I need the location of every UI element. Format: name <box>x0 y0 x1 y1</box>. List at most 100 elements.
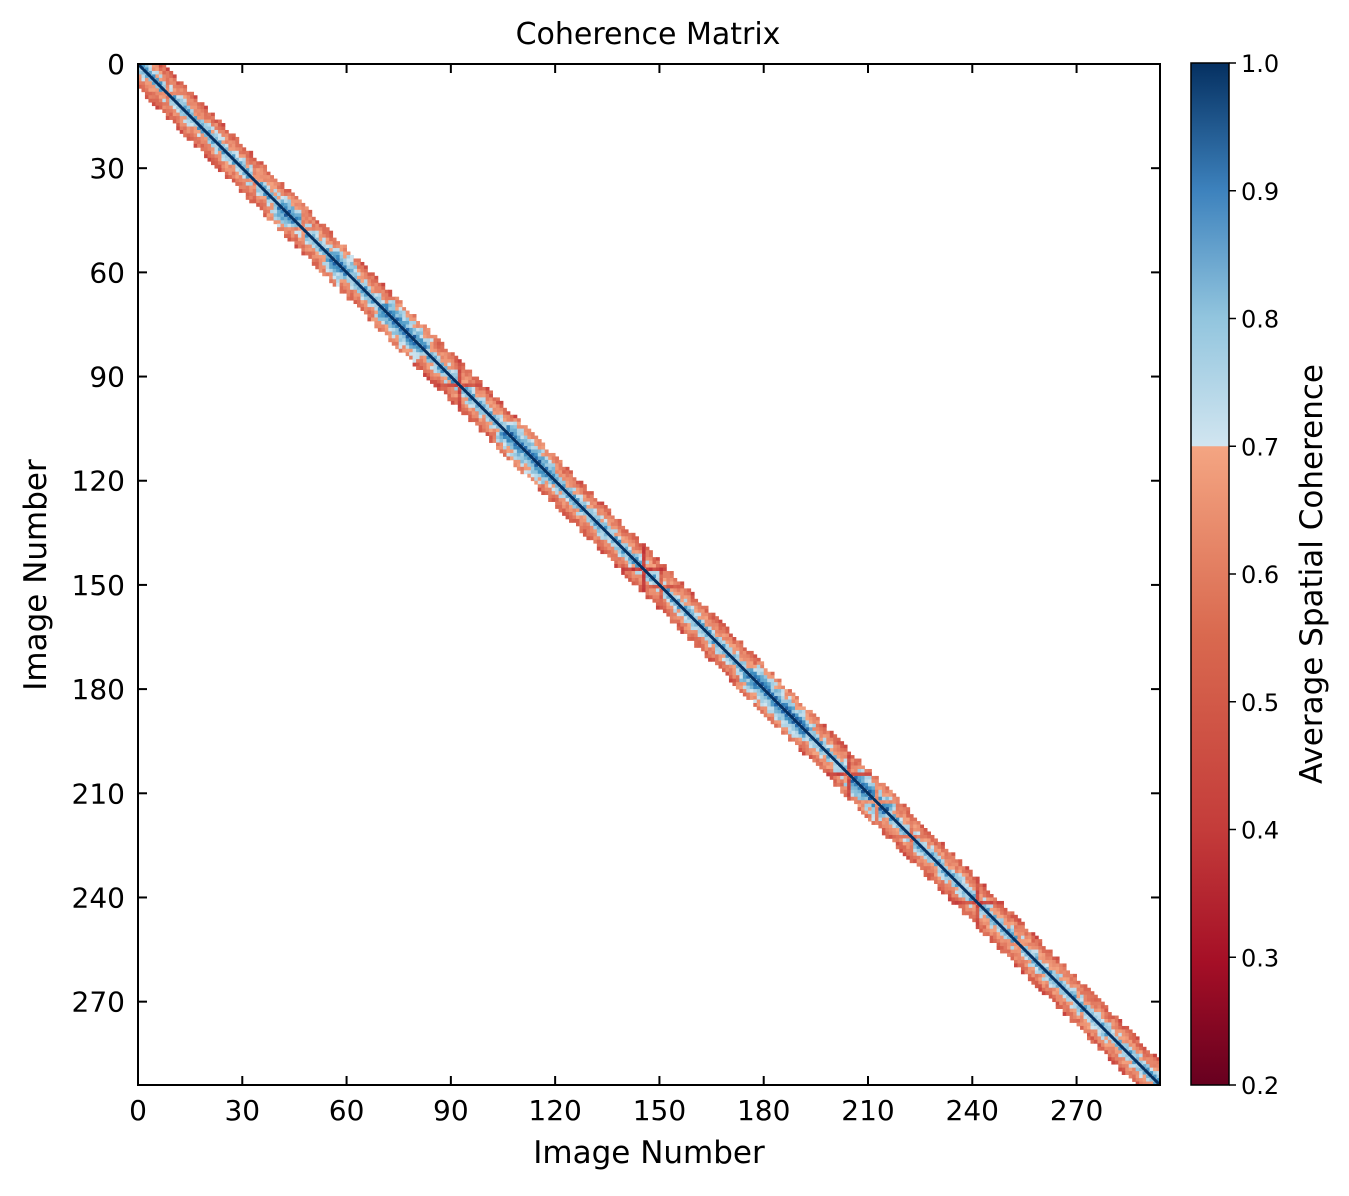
heatmap-cell <box>350 279 354 284</box>
heatmap-cell <box>1153 1057 1157 1062</box>
heatmap-cell <box>478 380 483 384</box>
heatmap-cell <box>586 518 591 523</box>
heatmap-cell <box>934 852 938 857</box>
heatmap-cell <box>715 630 719 634</box>
heatmap-cell <box>388 324 393 329</box>
heatmap-cell <box>1128 1057 1133 1062</box>
heatmap-cell <box>607 550 612 555</box>
heatmap-cell <box>245 182 250 186</box>
heatmap-cell <box>294 213 299 218</box>
heatmap-cell <box>659 571 664 575</box>
heatmap-cell <box>582 491 587 496</box>
heatmap-cell <box>231 175 236 179</box>
heatmap-cell <box>1135 1053 1140 1058</box>
heatmap-cell <box>520 463 525 468</box>
heatmap-cell <box>238 147 243 152</box>
heatmap-cell <box>711 657 716 662</box>
heatmap-cell <box>1007 946 1011 950</box>
heatmap-cell <box>781 730 785 735</box>
heatmap-cell <box>176 126 181 131</box>
heatmap-cell <box>621 532 626 537</box>
heatmap-cell <box>395 307 400 311</box>
heatmap-cell <box>1069 1005 1074 1009</box>
heatmap-cell <box>482 386 487 391</box>
heatmap-cell <box>464 397 469 402</box>
heatmap-cell <box>1076 991 1081 996</box>
heatmap-cell <box>190 123 195 127</box>
heatmap-cell <box>443 348 448 353</box>
heatmap-cell <box>1104 1039 1109 1044</box>
heatmap-cell <box>958 904 963 909</box>
heatmap-cell <box>833 779 838 784</box>
heatmap-cell <box>503 407 507 412</box>
heatmap-cell <box>370 272 375 277</box>
heatmap-cell <box>732 643 737 648</box>
heatmap-cell <box>499 439 504 443</box>
heatmap-cell <box>350 289 354 294</box>
heatmap-cell <box>558 480 563 485</box>
heatmap-cell <box>1059 977 1064 982</box>
heatmap-cell <box>586 529 591 534</box>
heatmap-cell <box>1093 1025 1098 1030</box>
heatmap-cell <box>638 574 643 579</box>
heatmap-cell <box>492 407 497 412</box>
heatmap-cell <box>589 491 594 496</box>
heatmap-cell <box>304 244 309 249</box>
heatmap-cell <box>916 831 921 836</box>
heatmap-cell <box>795 713 799 718</box>
heatmap-cell <box>868 807 872 812</box>
heatmap-cell <box>868 786 872 791</box>
heatmap-cell <box>433 366 438 370</box>
heatmap-cell <box>610 529 615 534</box>
heatmap-cell <box>523 435 528 440</box>
heatmap-cell <box>857 807 862 812</box>
heatmap-cell <box>200 123 205 127</box>
heatmap-cell <box>499 446 504 450</box>
heatmap-cell <box>746 654 751 659</box>
heatmap-cell <box>944 883 949 888</box>
heatmap-cell <box>1041 977 1046 982</box>
heatmap-cell <box>1031 935 1036 940</box>
heatmap-cell <box>1118 1046 1123 1051</box>
heatmap-cell <box>763 713 768 718</box>
heatmap-cell <box>562 498 566 502</box>
heatmap-cell <box>273 213 278 218</box>
heatmap-cell <box>930 848 935 853</box>
heatmap-cell <box>996 946 1001 950</box>
heatmap-cell <box>649 581 653 586</box>
heatmap-cell <box>412 327 417 332</box>
heatmap-cell <box>235 178 240 183</box>
heatmap-cell <box>854 772 858 777</box>
heatmap-cell <box>304 206 309 211</box>
heatmap-cell <box>941 859 945 864</box>
heatmap-cell <box>662 602 667 607</box>
heatmap-cell <box>1014 956 1018 961</box>
heatmap-cell <box>280 220 285 225</box>
heatmap-cell <box>346 255 351 259</box>
heatmap-cell <box>384 296 389 301</box>
heatmap-cell <box>854 796 858 801</box>
heatmap-cell <box>447 362 452 367</box>
heatmap-cell <box>621 543 626 548</box>
heatmap-cell <box>975 897 980 902</box>
heatmap-cell <box>1007 953 1011 957</box>
heatmap-cell <box>308 248 313 252</box>
heatmap-cell <box>1149 1057 1154 1062</box>
heatmap-cell <box>1066 973 1071 978</box>
heatmap-cell <box>746 675 751 680</box>
heatmap-cell <box>228 136 233 141</box>
heatmap-cell <box>1090 1039 1095 1044</box>
heatmap-cell <box>339 244 344 249</box>
heatmap-cell <box>697 626 702 631</box>
heatmap-cell <box>1111 1050 1116 1055</box>
heatmap-cell <box>850 772 855 777</box>
heatmap-cell <box>1000 921 1004 926</box>
heatmap-cell <box>961 883 966 888</box>
heatmap-cell <box>836 772 841 777</box>
heatmap-cell <box>1010 911 1015 916</box>
heatmap-cell <box>735 678 740 683</box>
heatmap-cell <box>1135 1074 1140 1079</box>
heatmap-cell <box>1090 1005 1095 1009</box>
heatmap-cell <box>492 439 497 443</box>
heatmap-cell <box>1045 953 1050 957</box>
